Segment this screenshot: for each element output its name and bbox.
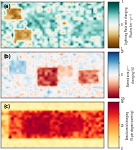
Y-axis label: Burned area yr⁻¹
changing (%): Burned area yr⁻¹ changing (%) [127,64,136,86]
Text: (b): (b) [3,54,11,59]
Y-axis label: Lightning Flash rate changing
(Flashes km⁻² yr⁻¹): Lightning Flash rate changing (Flashes k… [125,6,134,43]
Text: (a): (a) [3,4,11,9]
Y-axis label: Area burned changing
(% per degree warming): Area burned changing (% per degree warmi… [126,110,135,141]
Text: (c): (c) [3,104,11,109]
